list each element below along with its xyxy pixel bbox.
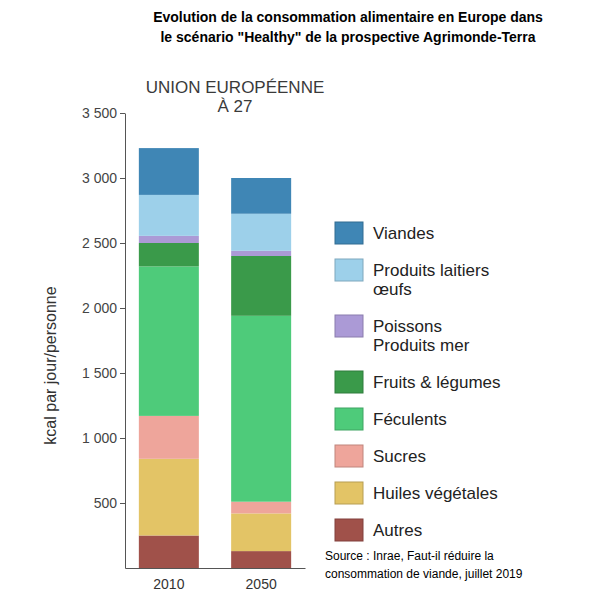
text-line: le scénario "Healthy" de la prospective … <box>160 29 535 45</box>
legend-item: Fruits & légumes <box>335 371 501 393</box>
text-line: Produits mer <box>373 336 470 355</box>
bar-segment <box>231 251 291 256</box>
title: Evolution de la consommation alimentaire… <box>153 9 543 45</box>
y-tick: 2 500 <box>82 235 125 251</box>
y-tick: 3 000 <box>82 170 125 186</box>
y-tick-label: 3 500 <box>82 105 117 121</box>
text-line: Fruits & légumes <box>373 373 501 392</box>
y-tick: 1 500 <box>82 365 125 381</box>
y-tick-mark <box>120 373 125 374</box>
bar-segment <box>139 536 199 569</box>
legend-item: Sucres <box>335 445 426 467</box>
bar-segment <box>139 148 199 195</box>
y-tick-label: 500 <box>94 495 118 511</box>
text-line: Evolution de la consommation alimentaire… <box>153 9 543 25</box>
text-line: Huiles végétales <box>373 484 498 503</box>
y-tick-mark <box>120 178 125 179</box>
y-tick-mark <box>120 113 125 114</box>
bar-segment <box>231 513 291 551</box>
text-line: Source : Inrae, Faut-il réduire la <box>325 549 494 563</box>
legend-swatch <box>335 259 363 281</box>
x-tick-label: 2050 <box>246 576 277 592</box>
legend-swatch <box>335 445 363 467</box>
x-tick-label: 2010 <box>153 576 184 592</box>
legend-item: Féculents <box>335 408 447 430</box>
bar-segment <box>231 316 291 502</box>
chart: Evolution de la consommation alimentaire… <box>0 0 611 607</box>
y-tick-label: 1 000 <box>82 430 117 446</box>
text-line: UNION EUROPÉENNE <box>146 78 325 97</box>
legend-swatch <box>335 315 363 337</box>
legend-swatch <box>335 408 363 430</box>
text-line: Féculents <box>373 410 447 429</box>
x-axis: 2010 2050 <box>126 569 306 592</box>
subtitle: UNION EUROPÉENNEÀ 27 <box>146 78 325 116</box>
legend-swatch <box>335 482 363 504</box>
legend: ViandesProduits laitiersœufsPoissonsProd… <box>335 222 501 541</box>
bar-segment <box>139 243 199 266</box>
bar-segment <box>231 178 291 214</box>
legend-label: Féculents <box>373 410 447 429</box>
bar-segment <box>139 195 199 236</box>
x-tick: 2050 <box>246 576 277 592</box>
y-tick-label: 1 500 <box>82 365 117 381</box>
bar-segment <box>139 236 199 243</box>
y-tick: 2 000 <box>82 300 125 316</box>
y-tick: 3 500 <box>82 105 125 121</box>
bar-segment <box>139 416 199 459</box>
legend-swatch <box>335 371 363 393</box>
legend-swatch <box>335 519 363 541</box>
y-axis: 500 1 000 1 500 2 000 2 500 3 000 3 500 <box>82 105 126 569</box>
y-axis-title: kcal par jour/personne <box>42 286 59 444</box>
y-axis-line <box>125 114 126 569</box>
bar-segment <box>231 256 291 316</box>
annotation: Source : Inrae, Faut-il réduire la consom… <box>325 549 523 581</box>
legend-swatch <box>335 222 363 244</box>
legend-label: Fruits & légumes <box>373 373 501 392</box>
legend-label: Viandes <box>373 224 434 243</box>
y-tick-label: 2 000 <box>82 300 117 316</box>
text-line: Produits laitiers <box>373 261 489 280</box>
y-tick-mark <box>120 438 125 439</box>
series <box>139 243 291 316</box>
bar-segment <box>231 502 291 514</box>
text-line: Poissons <box>373 317 442 336</box>
y-tick-mark <box>120 503 125 504</box>
bar-segment <box>231 551 291 568</box>
legend-label: Produits laitiersœufs <box>373 261 489 299</box>
legend-item: Huiles végétales <box>335 482 498 504</box>
bar-segment <box>231 214 291 251</box>
y-tick: 1 000 <box>82 430 125 446</box>
y-tick-mark <box>120 243 125 244</box>
x-tick: 2010 <box>153 576 184 592</box>
text-line: À 27 <box>218 97 253 116</box>
x-axis-line <box>126 568 306 569</box>
y-tick-label: 2 500 <box>82 235 117 251</box>
legend-label: PoissonsProduits mer <box>373 317 470 355</box>
series <box>139 148 291 214</box>
legend-label: Huiles végétales <box>373 484 498 503</box>
text-line: consommation de viande, juillet 2019 <box>325 567 523 581</box>
legend-label: Sucres <box>373 447 426 466</box>
bars <box>139 148 291 568</box>
text-line: œufs <box>373 280 412 299</box>
legend-item: PoissonsProduits mer <box>335 315 470 355</box>
y-tick-mark <box>120 308 125 309</box>
legend-item: Produits laitiersœufs <box>335 259 489 299</box>
legend-label: Autres <box>373 521 422 540</box>
y-tick-label: 3 000 <box>82 170 117 186</box>
legend-item: Autres <box>335 519 422 541</box>
bar-segment <box>139 266 199 416</box>
text-line: Autres <box>373 521 422 540</box>
bar-segment <box>139 459 199 536</box>
text-line: Viandes <box>373 224 434 243</box>
text-line: Sucres <box>373 447 426 466</box>
y-tick: 500 <box>94 495 125 511</box>
legend-item: Viandes <box>335 222 434 244</box>
